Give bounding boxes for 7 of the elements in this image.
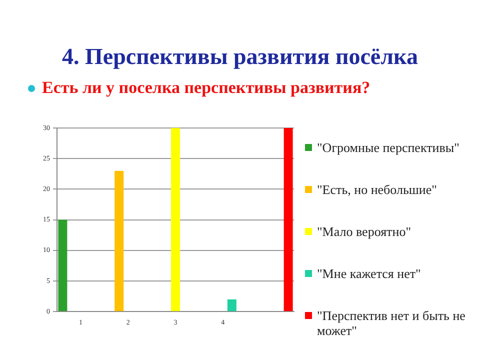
legend-label: "Перспектив нет и быть не может" [317,308,466,338]
legend-label: "Есть, но небольшие" [317,182,437,197]
chart-title: 4. Перспективы развития посёлка [61,44,419,70]
legend-label: "Мало вероятно" [317,224,411,239]
chart-subtitle: Есть ли у поселка перспективы развития? [42,78,370,98]
legend-label: "Мне кажется нет" [317,266,421,281]
legend-label: "Огромные перспективы" [317,140,460,155]
